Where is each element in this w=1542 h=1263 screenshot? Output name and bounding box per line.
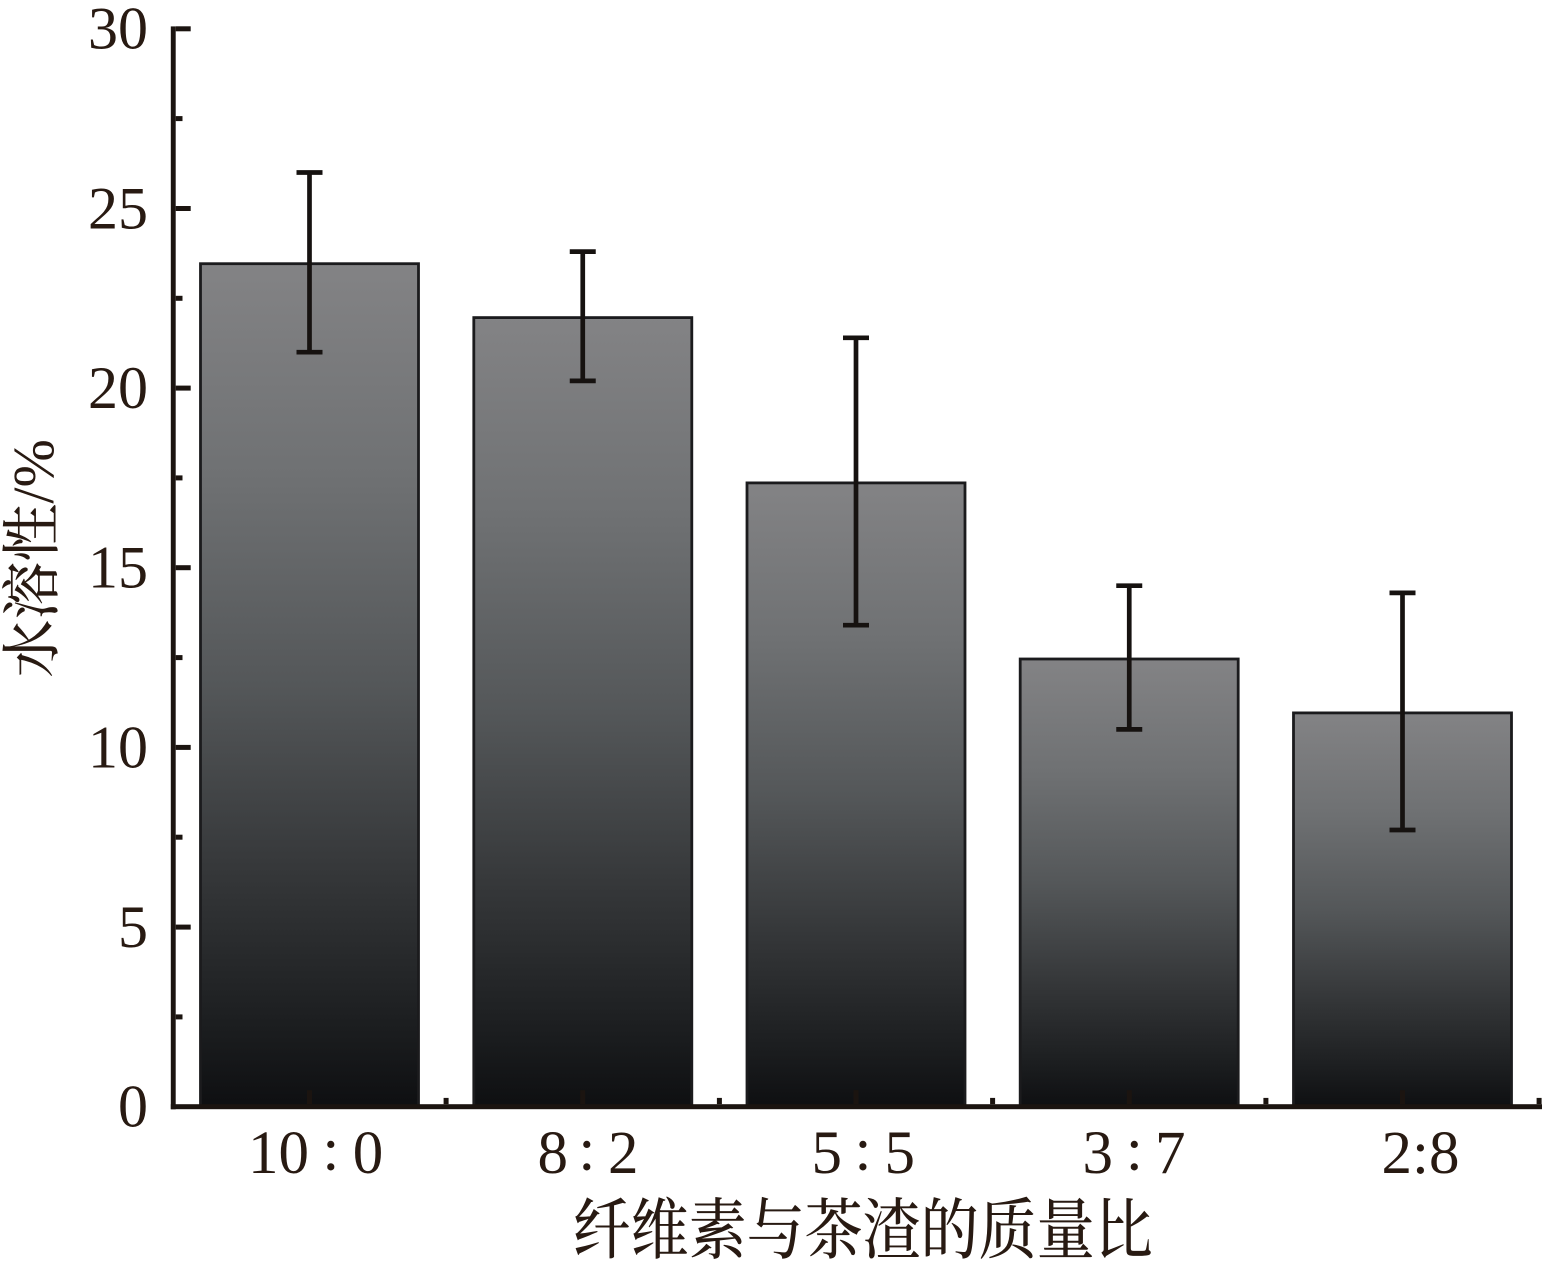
svg-text:0: 0 [118, 1074, 148, 1140]
svg-text::: : [1126, 1117, 1143, 1184]
svg-text:3: 3 [1083, 1120, 1114, 1187]
svg-text::: : [322, 1117, 339, 1184]
svg-text::: : [578, 1117, 595, 1184]
svg-text:25: 25 [88, 175, 148, 241]
svg-text:/%: /% [1, 439, 66, 503]
svg-text:0: 0 [353, 1120, 384, 1187]
svg-text:7: 7 [1155, 1120, 1186, 1187]
svg-text:2:8: 2:8 [1382, 1120, 1460, 1187]
svg-text:30: 30 [88, 0, 148, 62]
svg-text:20: 20 [88, 355, 148, 421]
svg-text:5: 5 [118, 894, 148, 960]
svg-text:10: 10 [88, 714, 148, 780]
svg-text:10: 10 [248, 1120, 309, 1187]
svg-text::: : [855, 1117, 872, 1184]
svg-text:8: 8 [538, 1120, 569, 1187]
svg-text:5: 5 [885, 1120, 916, 1187]
svg-text:5: 5 [812, 1120, 843, 1187]
svg-text:2: 2 [608, 1120, 639, 1187]
svg-text:15: 15 [88, 535, 148, 601]
